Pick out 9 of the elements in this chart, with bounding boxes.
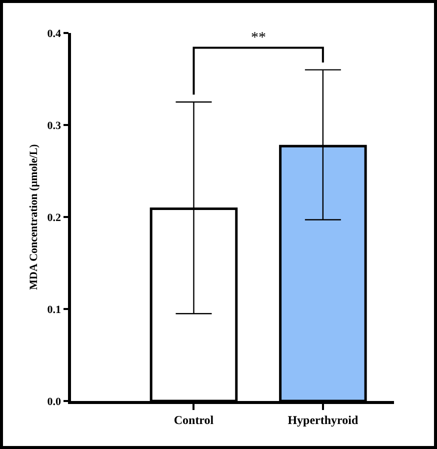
- y-tick-label: 0.3: [47, 120, 62, 132]
- y-tick-label: 0.1: [47, 304, 62, 316]
- x-tick-label: Hyperthyroid: [288, 413, 358, 428]
- x-tick-label: Control: [174, 413, 214, 428]
- y-axis-title: MDA Concentration (µmole/L): [28, 144, 40, 290]
- annotation: **: [251, 30, 266, 46]
- y-tick-label: 0.4: [47, 28, 62, 40]
- y-tick-label: 0.2: [47, 212, 62, 224]
- y-tick-label: 0.0: [47, 396, 62, 408]
